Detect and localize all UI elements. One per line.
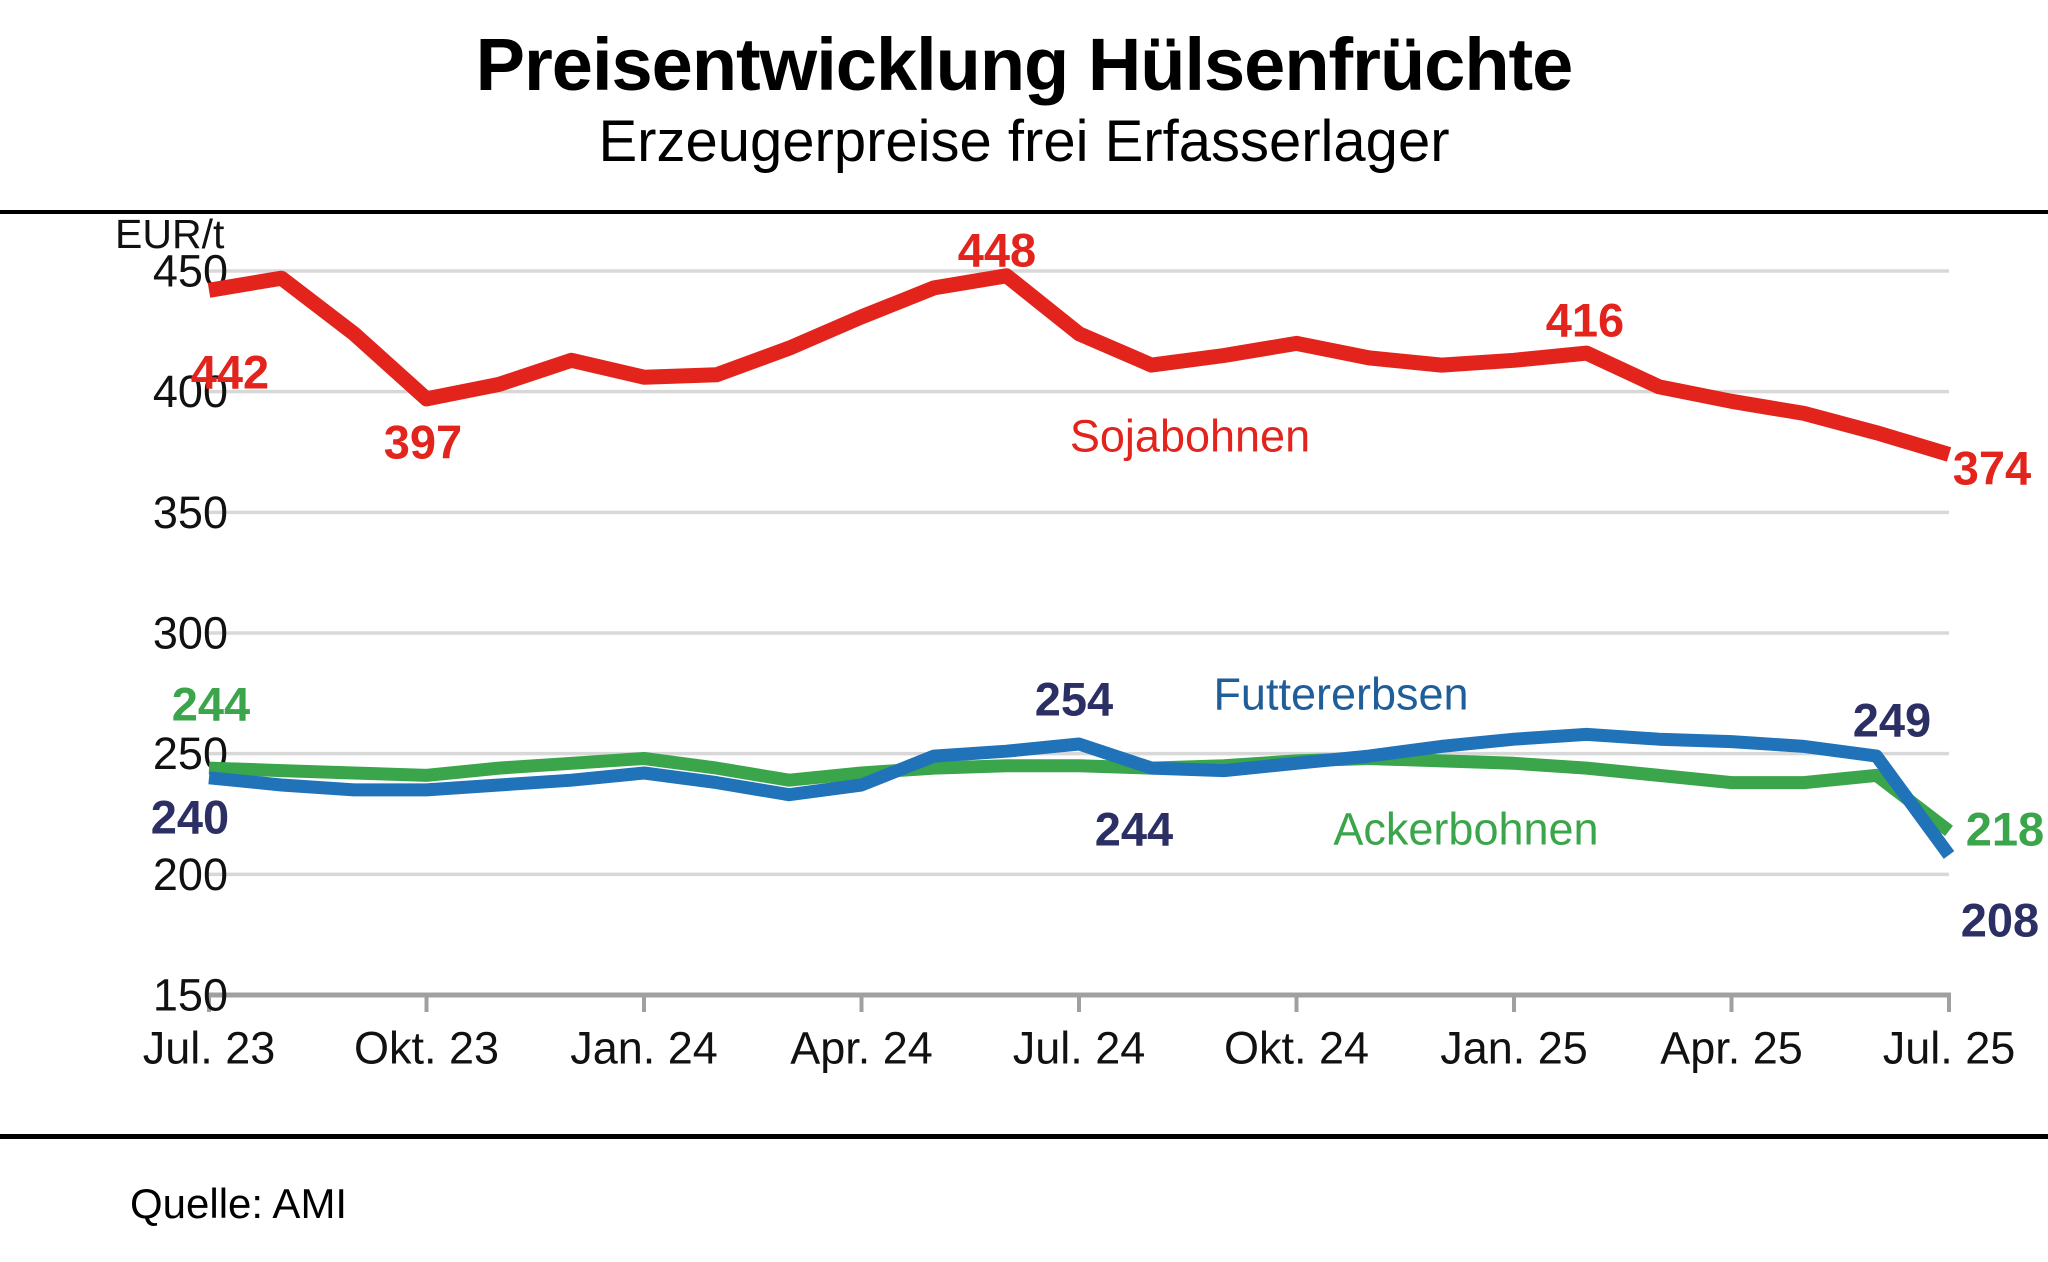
label-442: 442	[191, 346, 269, 399]
y-tick-label-300: 300	[153, 607, 228, 658]
bottom-separator	[0, 1134, 2048, 1139]
label-416: 416	[1546, 294, 1624, 347]
source-note: Quelle: AMI	[130, 1180, 348, 1227]
y-axis-unit-label: EUR/t	[115, 211, 225, 257]
label-218: 218	[1966, 803, 2044, 856]
label-254: 254	[1035, 673, 1113, 726]
x-tick-label-6: Jan. 25	[1440, 1023, 1588, 1074]
label-448: 448	[958, 224, 1036, 277]
label-208: 208	[1961, 894, 2039, 947]
label-249: 249	[1853, 694, 1931, 747]
label-244-futtererbsen: 244	[1095, 803, 1173, 856]
x-tick-label-8: Jul. 25	[1883, 1023, 2016, 1074]
x-tick-label-5: Okt. 24	[1224, 1023, 1369, 1074]
series-line-futtererbsen	[208, 727, 1955, 859]
x-tick-label-3: Apr. 24	[790, 1023, 933, 1074]
label-374: 374	[1953, 442, 2031, 495]
y-tick-label-200: 200	[153, 849, 228, 900]
top-separator	[0, 210, 2048, 214]
page-title: Preisentwicklung Hülsenfrüchte	[475, 23, 1574, 106]
y-tick-label-150: 150	[153, 969, 228, 1020]
x-tick-label-1: Okt. 23	[354, 1023, 499, 1074]
series-label-ackerbohnen: Ackerbohnen	[1333, 804, 1598, 855]
series-line-sojabohnen	[207, 268, 1952, 462]
y-tick-label-350: 350	[153, 487, 228, 538]
page-subtitle: Erzeugerpreise frei Erfasserlager	[598, 109, 1450, 174]
series-label-sojabohnen: Sojabohnen	[1070, 411, 1310, 462]
label-240: 240	[151, 791, 229, 844]
series-label-futtererbsen: Futtererbsen	[1213, 669, 1468, 720]
x-tick-label-7: Apr. 25	[1660, 1023, 1803, 1074]
y-tick-label-400: 400	[153, 366, 228, 417]
series-line-ackerbohnen	[208, 752, 1953, 837]
x-tick-label-2: Jan. 24	[570, 1023, 718, 1074]
label-397: 397	[384, 416, 462, 469]
label-244-ackerbohnen: 244	[172, 678, 250, 731]
x-tick-label-0: Jul. 23	[143, 1023, 276, 1074]
x-tick-label-4: Jul. 24	[1013, 1023, 1146, 1074]
